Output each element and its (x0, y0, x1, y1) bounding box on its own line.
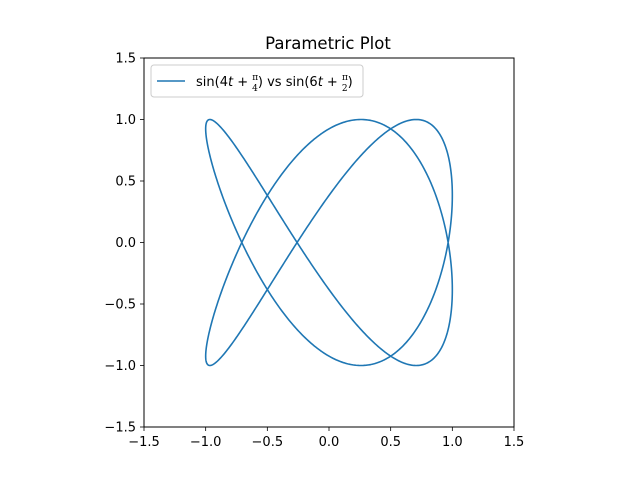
y-tick-label: 0.0 (115, 236, 136, 251)
y-tick-label: 1.5 (115, 52, 136, 67)
legend-label: sin(4t + π/4) vs sin(6t + π/2) sin(4t + … (196, 73, 353, 94)
x-tick-label: −0.5 (252, 435, 284, 450)
y-tick-label: 0.5 (115, 175, 136, 190)
x-axis: −1.5 −1.0 −0.5 0.0 0.5 1.0 1.5 (128, 427, 524, 450)
legend-box (150, 64, 364, 98)
plot-area (144, 58, 514, 427)
y-tick-label: 1.0 (115, 113, 136, 128)
y-tick-label: −1.5 (104, 421, 136, 436)
x-tick-label: −1.5 (128, 435, 160, 450)
y-tick-label: −1.0 (104, 359, 136, 374)
x-tick-label: −1.0 (190, 435, 222, 450)
y-tick-label: −0.5 (104, 298, 136, 313)
series-line (204, 118, 454, 367)
x-tick-label: 0.5 (380, 435, 401, 450)
y-axis: −1.5 −1.0 −0.5 0.0 0.5 1.0 1.5 (104, 52, 144, 436)
x-tick-label: 1.5 (504, 435, 525, 450)
series-layer (204, 118, 454, 367)
chart-title: Parametric Plot (265, 34, 391, 53)
x-tick-label: 0.0 (319, 435, 340, 450)
legend: sin(4t + π/4) vs sin(6t + π/2) sin(4t + … (150, 64, 364, 98)
x-tick-label: 1.0 (442, 435, 463, 450)
